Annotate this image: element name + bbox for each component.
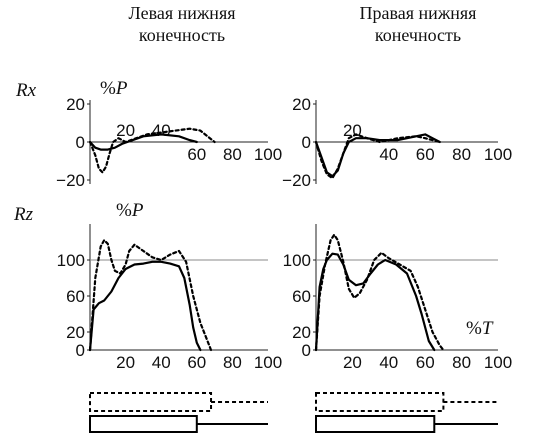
rx-right-y-tick-1: 0 (302, 133, 311, 152)
rx-y-unit: %P (100, 78, 127, 100)
rz-y-unit-symbol: P (131, 200, 144, 221)
rx-right-y-tick-2: −20 (282, 171, 311, 190)
row-label-rz: Rz (14, 204, 33, 225)
rx-left-series-solid (88, 133, 198, 151)
rz-x-unit-percent: % (466, 318, 482, 339)
header-left: Левая нижняя конечность (82, 2, 282, 46)
rz-left-x-tick-below-0: 20 (116, 353, 135, 372)
left-solid-stance-bar (89, 415, 198, 433)
rx-right-x-tick-below-2: 80 (452, 145, 471, 164)
rz-x-unit: %T (466, 318, 492, 340)
rx-left-x-tick-below-1: 80 (223, 145, 242, 164)
rx-y-unit-percent: % (100, 78, 116, 99)
rz-right-series-solid (314, 252, 436, 352)
rx-left-x-tick-above-1: 40 (152, 121, 171, 140)
rx-left-x-tick-above-0: 20 (116, 121, 135, 140)
rz-left-series-solid (88, 260, 202, 352)
right-dotted-stance-bar (315, 392, 445, 412)
rx-right-x-tick-below-3: 100 (484, 145, 512, 164)
rz-left-y-tick-3: 0 (76, 341, 85, 360)
rz-right-x-tick-below-2: 60 (416, 353, 435, 372)
header-left-line2: конечность (138, 25, 226, 45)
rz-right-x-tick-below-3: 80 (452, 353, 471, 372)
rz-left-y-tick-1: 60 (66, 287, 85, 306)
rz-right-y-tick-3: 0 (302, 341, 311, 360)
rx-left-y-tick-2: −20 (56, 171, 85, 190)
rx-right-series-dotted (314, 133, 441, 180)
rx-left-x-tick-below-2: 100 (254, 145, 282, 164)
rz-right-y-tick-2: 20 (292, 323, 311, 342)
rx-right-y-tick-0: 20 (292, 95, 311, 114)
rz-y-unit-percent: % (116, 200, 132, 221)
rx-left-series-dotted (88, 127, 216, 174)
rz-x-unit-symbol: T (481, 318, 493, 339)
rx-right-x-tick-below-0: 40 (379, 145, 398, 164)
rz-right-y-tick-1: 60 (292, 287, 311, 306)
rz-right-x-tick-below-0: 20 (343, 353, 362, 372)
rx-y-unit-symbol: P (115, 78, 128, 99)
rz-left-x-tick-below-3: 80 (223, 353, 242, 372)
rx-right-series-solid (314, 133, 441, 178)
header-right-line2: конечность (374, 25, 462, 45)
rz-left-x-tick-below-1: 40 (152, 353, 171, 372)
right-solid-stance-bar (315, 415, 436, 433)
left-dotted-stance-bar (89, 392, 213, 412)
rz-left-x-tick-below-4: 100 (254, 353, 282, 372)
rz-right-y-tick-0: 100 (283, 251, 311, 270)
rz-right-series-dotted (314, 233, 445, 352)
rz-left-y-tick-2: 20 (66, 323, 85, 342)
header-right: Правая нижняя конечность (318, 2, 518, 46)
rz-right-x-tick-below-4: 100 (484, 353, 512, 372)
row-label-rx: Rx (16, 80, 37, 101)
rx-left-y-tick-0: 20 (66, 95, 85, 114)
rz-left-series-dotted (88, 239, 213, 352)
rx-left-y-tick-1: 0 (76, 133, 85, 152)
header-left-line1: Левая нижняя (128, 3, 236, 23)
rz-y-unit: %P (116, 200, 143, 222)
rx-left-x-tick-below-0: 60 (187, 145, 206, 164)
header-right-line1: Правая нижняя (359, 3, 477, 23)
rz-left-x-tick-below-2: 60 (187, 353, 206, 372)
rz-right-x-tick-below-1: 40 (379, 353, 398, 372)
rz-left-y-tick-0: 100 (57, 251, 85, 270)
rx-right-x-tick-below-1: 60 (416, 145, 435, 164)
